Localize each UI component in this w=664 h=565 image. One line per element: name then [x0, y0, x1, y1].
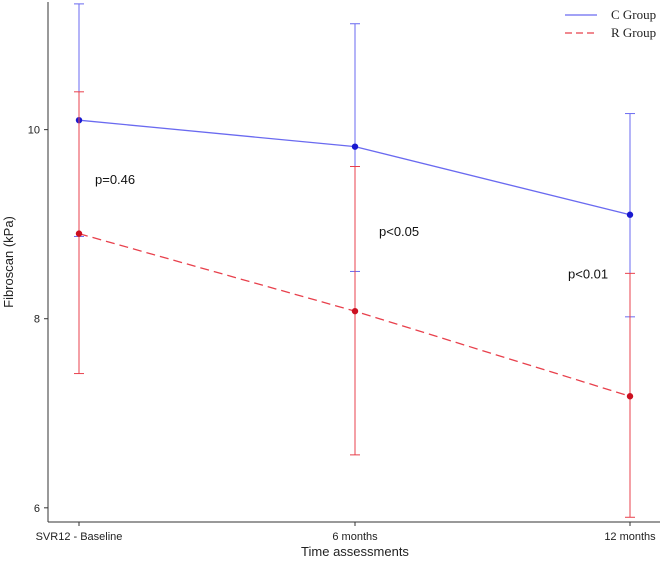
p-value-annotation: p<0.01 [568, 266, 608, 281]
x-tick-label: 12 months [604, 531, 656, 543]
x-tick-label: 6 months [332, 531, 378, 543]
annotations: p=0.46 p<0.05 p<0.01 [95, 172, 608, 282]
legend-label: C Group [611, 7, 656, 22]
legend-label: R Group [611, 25, 656, 40]
data-point [626, 211, 634, 218]
series-layer [74, 3, 635, 518]
y-axis-ticks: 6 8 10 [28, 125, 48, 515]
y-tick-label: 8 [34, 314, 40, 326]
data-point [626, 393, 634, 400]
p-value-annotation: p=0.46 [95, 172, 135, 187]
x-axis-ticks: SVR12 - Baseline 6 months 12 months [36, 522, 656, 543]
data-point [75, 230, 83, 237]
series-r-group [74, 91, 635, 518]
data-point [351, 143, 359, 150]
p-value-annotation: p<0.05 [379, 224, 419, 239]
y-tick-label: 10 [28, 125, 40, 137]
x-axis-title: Time assessments [301, 544, 409, 559]
legend: C Group R Group [565, 7, 656, 40]
y-tick-label: 6 [34, 503, 40, 515]
x-tick-label: SVR12 - Baseline [36, 531, 123, 543]
y-axis-title: Fibroscan (kPa) [1, 216, 16, 308]
data-point [351, 307, 359, 315]
